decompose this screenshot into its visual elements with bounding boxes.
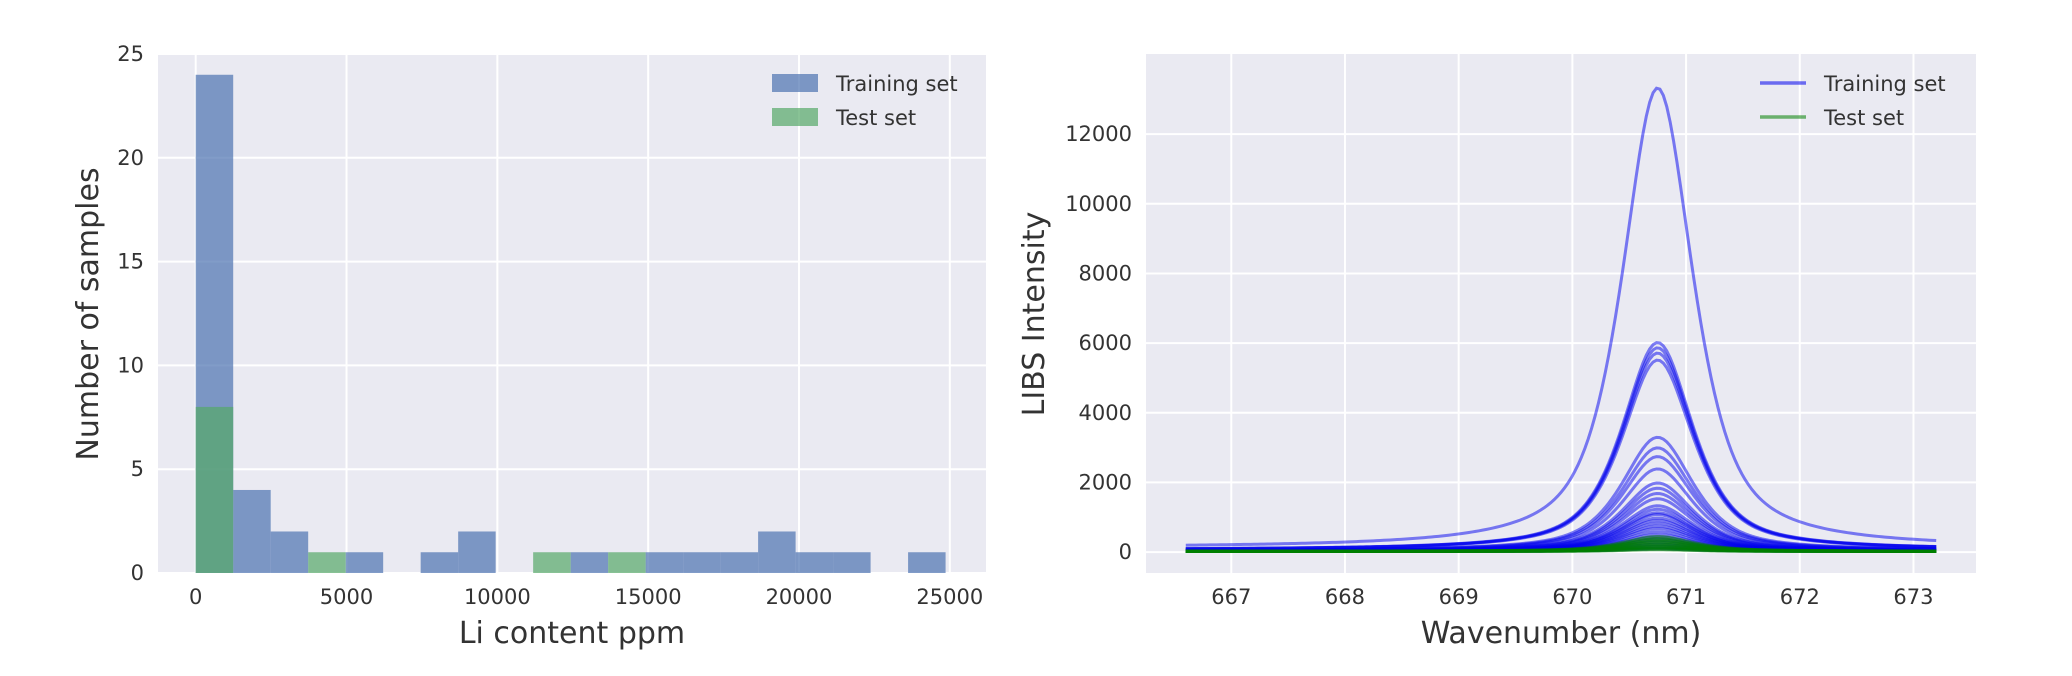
- spectra-x-tick-labels: 667 668 669 670 671 672 673: [1211, 585, 1933, 609]
- y-tick-label: 10000: [1065, 192, 1132, 216]
- histogram-bar-training-set: [758, 531, 796, 573]
- x-tick-label: 671: [1666, 585, 1706, 609]
- y-tick-label: 25: [117, 42, 144, 66]
- x-tick-label: 669: [1439, 585, 1479, 609]
- histogram-bar-training-set: [345, 552, 384, 573]
- histogram-x-axis-label: Li content ppm: [459, 616, 685, 651]
- histogram-bar-test-set: [533, 552, 571, 573]
- y-tick-label: 15: [117, 250, 144, 274]
- histogram-y-tick-labels: 0 5 10 15 20 25: [117, 42, 144, 585]
- y-tick-label: 2000: [1079, 470, 1132, 494]
- histogram-plot-area: [158, 54, 986, 573]
- x-tick-label: 670: [1552, 585, 1592, 609]
- histogram-bars: [195, 74, 946, 573]
- spectra-y-axis-label: LIBS Intensity: [1017, 212, 1052, 417]
- spectra-legend: Training set Test set: [1760, 72, 1946, 130]
- y-tick-label: 0: [131, 561, 144, 585]
- histogram-bar-test-set: [195, 406, 234, 573]
- histogram-bar-test-set: [308, 552, 346, 573]
- y-tick-label: 4000: [1079, 401, 1132, 425]
- x-tick-label: 672: [1780, 585, 1820, 609]
- x-tick-label: 20000: [766, 585, 833, 609]
- histogram-bar-test-set: [608, 552, 646, 573]
- x-tick-label: 668: [1325, 585, 1365, 609]
- histogram-bar-training-set: [683, 552, 721, 573]
- histogram-bar-training-set: [570, 552, 609, 573]
- x-tick-label: 673: [1893, 585, 1933, 609]
- histogram-chart: 0 5000 10000 15000 20000 25000 0 5 10 15 20 25 Li …: [71, 42, 986, 651]
- spectra-x-axis-label: Wavenumber (nm): [1421, 616, 1702, 651]
- y-tick-label: 10: [117, 353, 144, 377]
- histogram-bar-training-set: [833, 552, 871, 573]
- histogram-bar-training-set: [908, 552, 946, 573]
- legend-label-training-set: Training set: [835, 72, 958, 96]
- x-tick-label: 10000: [464, 585, 531, 609]
- y-tick-label: 0: [1119, 540, 1132, 564]
- legend-label-test-set: Test set: [835, 106, 916, 130]
- histogram-bar-training-set: [270, 531, 309, 573]
- legend-label-training-set: Training set: [1823, 72, 1946, 96]
- spectra-y-tick-labels: 0 2000 4000 6000 8000 10000 12000: [1065, 122, 1132, 564]
- histogram-y-axis-label: Number of samples: [71, 167, 106, 460]
- histogram-bar-training-set: [720, 552, 759, 573]
- histogram-bar-training-set: [458, 531, 496, 573]
- histogram-bar-training-set: [420, 552, 459, 573]
- legend-label-test-set: Test set: [1823, 106, 1904, 130]
- x-tick-label: 25000: [916, 585, 983, 609]
- spectra-chart: 667 668 669 670 671 672 673 0 2000 4000 6000 8000 1…: [1017, 54, 1976, 651]
- spectra-lines: [1185, 86, 1937, 553]
- legend-swatch-test-set: [772, 108, 818, 126]
- histogram-legend: Training set Test set: [772, 72, 958, 130]
- y-tick-label: 8000: [1079, 261, 1132, 285]
- y-tick-label: 6000: [1079, 331, 1132, 355]
- histogram-bar-training-set: [233, 489, 271, 573]
- histogram-x-tick-labels: 0 5000 10000 15000 20000 25000: [189, 585, 983, 609]
- x-tick-label: 15000: [615, 585, 682, 609]
- x-tick-label: 667: [1211, 585, 1251, 609]
- x-tick-label: 5000: [320, 585, 373, 609]
- x-tick-label: 0: [189, 585, 202, 609]
- y-tick-label: 12000: [1065, 122, 1132, 146]
- histogram-bar-training-set: [795, 552, 834, 573]
- histogram-bar-training-set: [645, 552, 684, 573]
- spectrum-line-training-set: [1185, 86, 1937, 547]
- spectra-plot-area: [1146, 54, 1976, 573]
- y-tick-label: 20: [117, 146, 144, 170]
- spectrum-line-test-set: [1185, 548, 1937, 553]
- y-tick-label: 5: [131, 457, 144, 481]
- legend-swatch-training-set: [772, 74, 818, 92]
